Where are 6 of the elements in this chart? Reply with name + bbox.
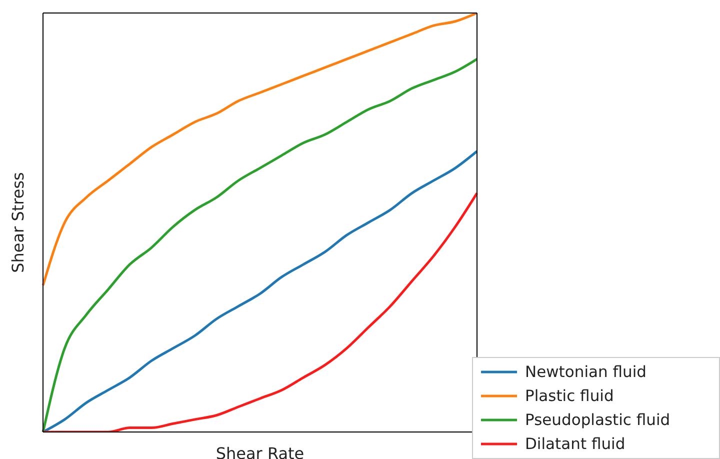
legend-label: Plastic fluid bbox=[525, 386, 614, 407]
legend-label: Pseudoplastic fluid bbox=[525, 410, 670, 431]
legend-label: Dilatant fluid bbox=[525, 434, 626, 455]
y-axis-title: Shear Stress bbox=[8, 172, 28, 273]
legend-label: Newtonian fluid bbox=[525, 362, 646, 383]
x-axis-title: Shear Rate bbox=[216, 444, 304, 459]
